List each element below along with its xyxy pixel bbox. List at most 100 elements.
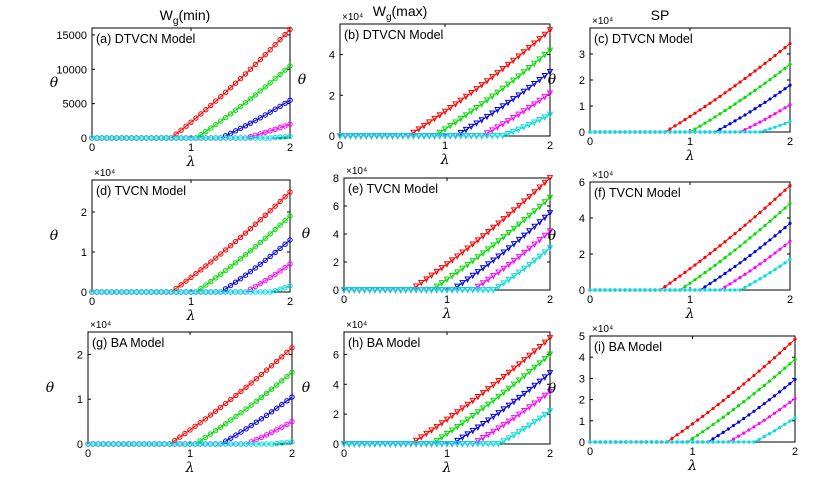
data-point [753, 107, 757, 111]
data-point [448, 287, 456, 294]
data-point [438, 287, 446, 294]
panel-title: (i) BA Model [594, 340, 662, 354]
y-axis-label: θ [302, 226, 311, 242]
data-point [773, 267, 777, 272]
data-point [410, 129, 417, 137]
data-point [166, 441, 173, 447]
data-point [232, 289, 239, 295]
data-point [703, 121, 707, 125]
data-point [773, 54, 777, 58]
data-point [688, 281, 692, 285]
data-point [718, 288, 722, 292]
data-point [178, 289, 184, 295]
data-point [500, 234, 507, 241]
data-point [473, 104, 480, 112]
data-point [282, 217, 288, 224]
data-point [242, 289, 249, 295]
data-point [701, 414, 705, 418]
data-point [510, 432, 518, 439]
panel-c: 0 1 2 0 1 2 3 ×10⁴ λ θ (c) DTVCN Model [548, 16, 793, 164]
series-line [590, 84, 791, 133]
series-5 [340, 408, 554, 448]
data-point [257, 239, 263, 246]
data-point [546, 335, 554, 342]
data-point [462, 133, 470, 140]
data-point [272, 126, 278, 132]
data-point [693, 130, 697, 134]
data-point [728, 105, 732, 109]
data-point [420, 122, 428, 130]
data-point [217, 404, 224, 411]
x-axis-label: λ [685, 306, 695, 322]
data-point [433, 283, 440, 291]
data-point [546, 210, 554, 217]
data-point [728, 268, 732, 272]
data-point [541, 249, 549, 256]
data-point [227, 289, 234, 295]
x-tick-label: 0 [341, 448, 347, 460]
data-point [237, 276, 244, 282]
data-point [469, 241, 476, 248]
data-point [213, 275, 219, 281]
series-line [590, 104, 791, 133]
data-point [415, 133, 422, 140]
data-point [731, 408, 736, 412]
data-point [479, 405, 487, 412]
data-point [520, 69, 527, 76]
data-point [608, 130, 612, 134]
data-point [748, 253, 752, 258]
data-point [690, 440, 695, 444]
data-point [233, 441, 239, 447]
data-point [218, 118, 224, 124]
data-point [525, 44, 533, 52]
x-tick-label: 0 [85, 448, 91, 460]
data-point [778, 390, 782, 394]
data-point [213, 289, 219, 295]
data-point [484, 441, 492, 448]
data-point [588, 288, 592, 292]
data-point [515, 361, 523, 368]
data-point [202, 416, 209, 422]
y-multiplier: ×10⁴ [342, 12, 363, 23]
data-point [143, 135, 150, 141]
data-point [222, 247, 229, 253]
data-point [279, 440, 285, 446]
data-point [357, 133, 365, 140]
data-point [520, 49, 527, 56]
data-point [484, 431, 492, 439]
series-5 [85, 439, 295, 447]
series-line [92, 285, 291, 293]
series-line [340, 29, 551, 137]
data-point [683, 270, 687, 274]
data-point [163, 135, 169, 141]
data-point [536, 203, 543, 211]
data-point [541, 94, 548, 101]
x-tick-label: 0 [89, 142, 95, 154]
data-point [648, 288, 652, 292]
data-point [742, 400, 746, 404]
data-point [173, 135, 179, 141]
y-axis-label: θ [50, 75, 59, 91]
x-tick-label: 0 [337, 140, 343, 152]
data-point [693, 278, 697, 282]
data-point [762, 365, 766, 369]
data-point [198, 285, 204, 292]
data-point [247, 96, 254, 102]
data-point [443, 441, 451, 448]
data-point [748, 110, 752, 114]
y-tick-label: 10000 [56, 64, 87, 76]
data-point [743, 95, 747, 99]
data-point [405, 133, 412, 140]
data-point [222, 289, 229, 295]
data-point [768, 77, 772, 82]
data-point [212, 427, 219, 434]
data-point [738, 130, 742, 134]
data-point [495, 378, 502, 385]
data-point [536, 184, 543, 191]
data-point [733, 84, 737, 88]
data-point [119, 289, 125, 295]
data-point [718, 259, 722, 264]
data-point [426, 133, 433, 140]
data-point [688, 267, 692, 271]
data-point [252, 61, 259, 68]
